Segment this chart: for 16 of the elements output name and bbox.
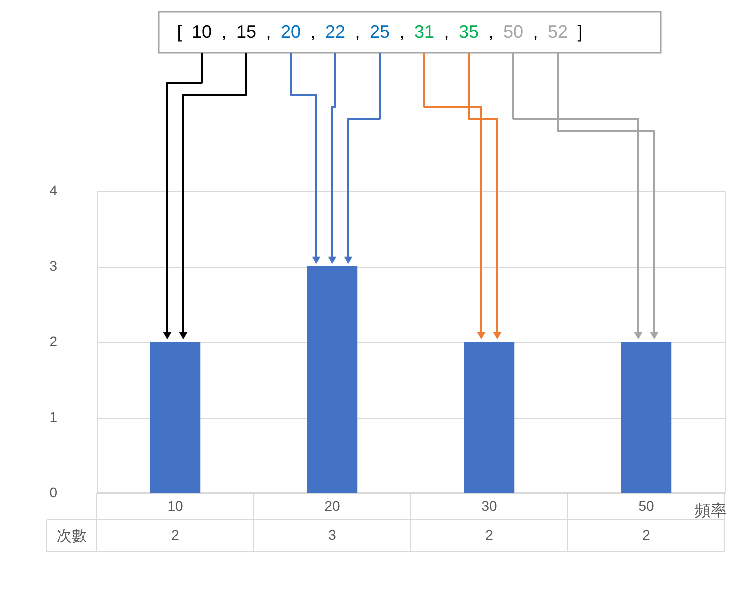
text: [ 10 , 15 , 20 , 22 , 25 , 31 , 35 , 50 , 52 ] [177, 22, 583, 42]
y-tick-label: 3 [50, 258, 58, 274]
x-tick-label: 10 [168, 498, 184, 514]
x-axis-title: 頻率 [695, 502, 727, 520]
x-tick-label: 50 [638, 498, 654, 514]
y-tick-label: 0 [50, 484, 58, 500]
text: 次數 [57, 528, 87, 545]
x-tick-label: 20 [324, 498, 340, 514]
y-tick-label: 1 [50, 409, 58, 425]
data-label: 2 [486, 527, 494, 543]
data-label: 3 [328, 527, 337, 543]
y-tick-label: 4 [50, 182, 58, 198]
y-tick-label: 2 [50, 334, 58, 350]
data-label: 2 [172, 527, 180, 543]
x-tick-label: 30 [482, 498, 498, 514]
data-label: 2 [642, 527, 651, 543]
